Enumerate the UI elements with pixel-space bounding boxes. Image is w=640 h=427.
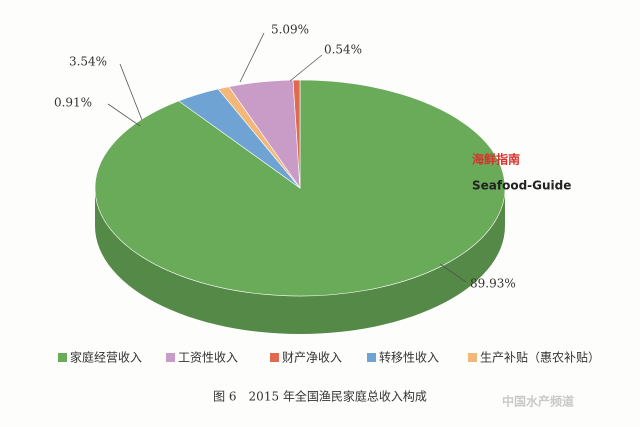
legend-label: 财产净收入 bbox=[282, 351, 342, 365]
data-label: 0.91% bbox=[54, 96, 92, 110]
watermark-brand: 海鲜指南 bbox=[472, 152, 520, 167]
watermark-brand-en: Seafood-Guide bbox=[472, 179, 571, 193]
data-label: 89.93% bbox=[470, 277, 516, 291]
caption: 图 6 2015 年全国渔民家庭总收入构成 bbox=[213, 389, 427, 404]
leader-line bbox=[289, 54, 323, 82]
leader-line bbox=[439, 263, 467, 283]
pie bbox=[94, 79, 506, 334]
legend-label: 工资性收入 bbox=[178, 351, 238, 365]
data-label: 3.54% bbox=[69, 55, 107, 69]
legend-label: 家庭经营收入 bbox=[70, 350, 142, 365]
leader-line bbox=[107, 103, 141, 127]
slice bbox=[292, 79, 301, 189]
legend-swatch bbox=[58, 353, 67, 362]
legend-swatch bbox=[468, 353, 477, 362]
legend-swatch bbox=[367, 353, 376, 362]
leader-line bbox=[239, 32, 265, 83]
leader-line bbox=[119, 63, 143, 121]
legend-swatch bbox=[270, 353, 279, 362]
legend-label: 转移性收入 bbox=[379, 350, 439, 365]
legend-label: 生产补贴（惠农补贴） bbox=[480, 351, 600, 365]
data-label: 0.54% bbox=[324, 43, 362, 57]
data-label: 5.09% bbox=[271, 23, 309, 37]
watermark-channel: 中国水产频道 bbox=[502, 394, 574, 409]
slice-side bbox=[95, 188, 505, 334]
legend-swatch bbox=[166, 353, 175, 362]
